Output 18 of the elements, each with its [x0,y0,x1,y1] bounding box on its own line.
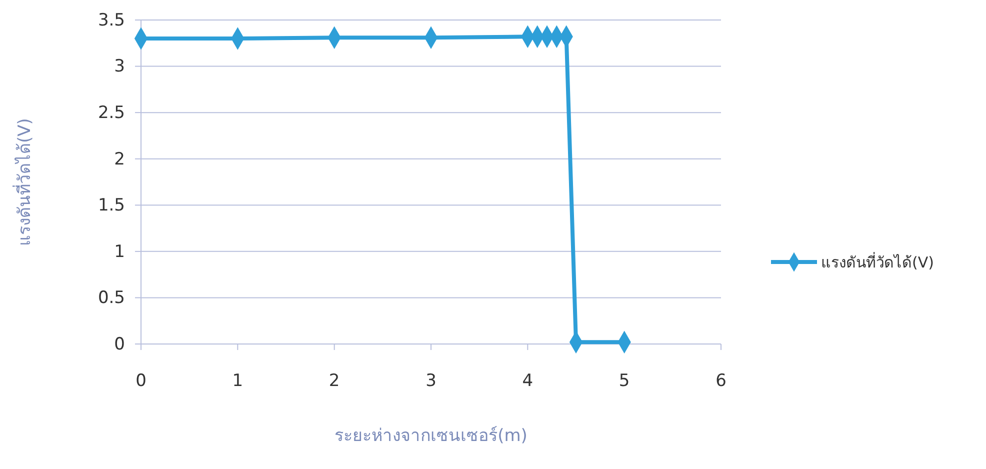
y-tick-label: 2 [114,149,125,170]
x-tick-label: 6 [716,371,726,392]
y-tick-label: 2.5 [98,103,125,124]
y-axis-title: แรงดันที่วัดได้(V) [12,118,35,246]
x-tick-label: 1 [232,371,244,392]
x-tick-label: 0 [136,371,146,392]
y-tick-label: 1 [114,242,125,262]
y-tick-label: 3 [114,56,125,77]
x-tick-label: 5 [618,371,630,392]
x-tick-label: 3 [426,371,436,392]
x-axis-title: ระยะห่างจากเซนเซอร์(m) [334,426,528,446]
y-tick-label: 0 [114,334,125,354]
y-tick-label: 3.5 [98,10,125,30]
x-tick-label: 2 [328,371,340,392]
y-tick-label: 0.5 [98,288,125,308]
legend-label: แรงดันที่วัดได้(V) [821,251,934,272]
y-tick-label: 1.5 [98,196,125,216]
x-tick-label: 4 [522,371,534,392]
